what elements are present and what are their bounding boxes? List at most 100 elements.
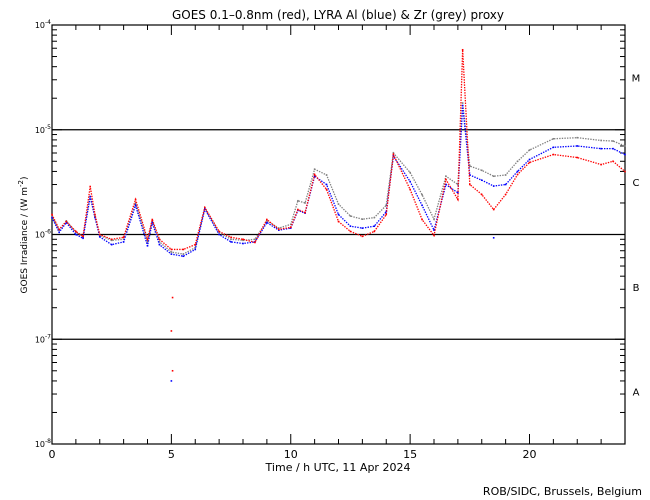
data-point <box>254 238 256 241</box>
data-point <box>337 203 340 205</box>
series-line <box>51 102 626 255</box>
data-point <box>373 225 376 228</box>
data-point <box>151 218 154 221</box>
x-axis-label: Time / h UTC, 11 Apr 2024 <box>265 461 411 474</box>
data-point <box>457 192 459 194</box>
data-point <box>385 204 388 207</box>
data-point <box>110 243 113 246</box>
data-point <box>304 202 306 204</box>
y-tick-label: 10-4 <box>35 19 51 30</box>
data-point <box>134 202 137 204</box>
data-point <box>51 216 53 219</box>
data-point <box>146 238 149 241</box>
series-line <box>51 49 626 251</box>
data-point <box>504 174 507 176</box>
data-point <box>122 236 125 239</box>
data-point <box>624 153 626 156</box>
data-point <box>392 152 395 154</box>
y-tick-base: 10 <box>35 126 45 135</box>
data-point <box>146 241 149 243</box>
data-point <box>151 221 154 224</box>
data-point <box>194 248 197 251</box>
data-point <box>504 183 507 186</box>
data-point <box>58 231 60 234</box>
data-point <box>624 170 626 173</box>
data-point <box>504 193 507 196</box>
data-point <box>612 160 614 163</box>
y-tick-exponent: -6 <box>45 229 51 236</box>
data-point <box>349 230 352 233</box>
data-point <box>98 233 101 236</box>
data-point <box>289 226 292 229</box>
flare-class-label-A: A <box>633 388 640 399</box>
y-tick-label: 10-5 <box>35 124 51 135</box>
data-point <box>94 213 96 216</box>
data-point <box>75 233 77 236</box>
data-point <box>461 48 464 51</box>
data-point <box>361 218 364 220</box>
data-point <box>480 169 483 172</box>
data-point <box>421 193 423 196</box>
y-tick-label: 10-7 <box>35 333 51 344</box>
data-point <box>552 146 555 149</box>
data-point <box>89 195 91 198</box>
y-tick-label: 10-6 <box>35 229 51 240</box>
data-point <box>516 170 519 173</box>
data-point <box>51 215 53 217</box>
data-point <box>110 239 113 242</box>
chart-title: GOES 0.1–0.8nm (red), LYRA Al (blue) & Z… <box>172 8 504 22</box>
data-point <box>457 183 459 186</box>
series-goes-0-1-0-8nm <box>51 48 626 251</box>
y-tick-exponent: -5 <box>45 124 51 131</box>
data-point <box>445 178 447 181</box>
data-point <box>110 238 113 241</box>
data-point <box>134 198 137 201</box>
data-point <box>218 233 220 236</box>
data-point <box>158 243 161 246</box>
data-point <box>122 238 125 241</box>
outlier-point <box>170 330 173 332</box>
data-point <box>242 242 244 245</box>
data-point <box>266 221 268 224</box>
data-point <box>182 255 185 258</box>
data-point <box>297 208 299 211</box>
data-point <box>469 165 471 167</box>
data-point <box>421 218 423 221</box>
data-point <box>230 238 232 241</box>
data-point <box>278 227 280 229</box>
data-point <box>516 160 519 163</box>
data-point <box>325 183 328 186</box>
data-point <box>392 153 395 156</box>
y-tick-exponent: -8 <box>45 438 51 445</box>
data-point <box>313 175 316 178</box>
data-point <box>297 199 299 202</box>
data-point <box>254 241 256 244</box>
data-point <box>492 208 495 211</box>
data-point <box>278 229 280 231</box>
data-point <box>266 218 268 221</box>
data-point <box>194 246 197 249</box>
data-point <box>361 235 364 238</box>
data-point <box>51 213 53 216</box>
series-line <box>51 105 626 257</box>
data-point <box>528 158 531 161</box>
data-point <box>528 161 531 164</box>
data-point <box>457 198 459 201</box>
footer-credit: ROB/SIDC, Brussels, Belgium <box>483 485 642 498</box>
data-point <box>278 228 280 231</box>
data-point <box>392 155 395 157</box>
data-point <box>445 183 447 186</box>
data-point <box>349 215 352 217</box>
data-point <box>75 231 77 234</box>
data-point <box>75 230 77 233</box>
outlier-point <box>171 369 174 372</box>
data-point <box>552 137 555 140</box>
data-point <box>612 140 614 142</box>
data-point <box>218 230 220 233</box>
data-point <box>170 251 173 253</box>
data-point <box>409 188 411 191</box>
y-axis-label-text: GOES Irradiance / (W m <box>20 187 30 293</box>
data-point <box>204 208 206 210</box>
flare-class-label-B: B <box>633 283 640 294</box>
